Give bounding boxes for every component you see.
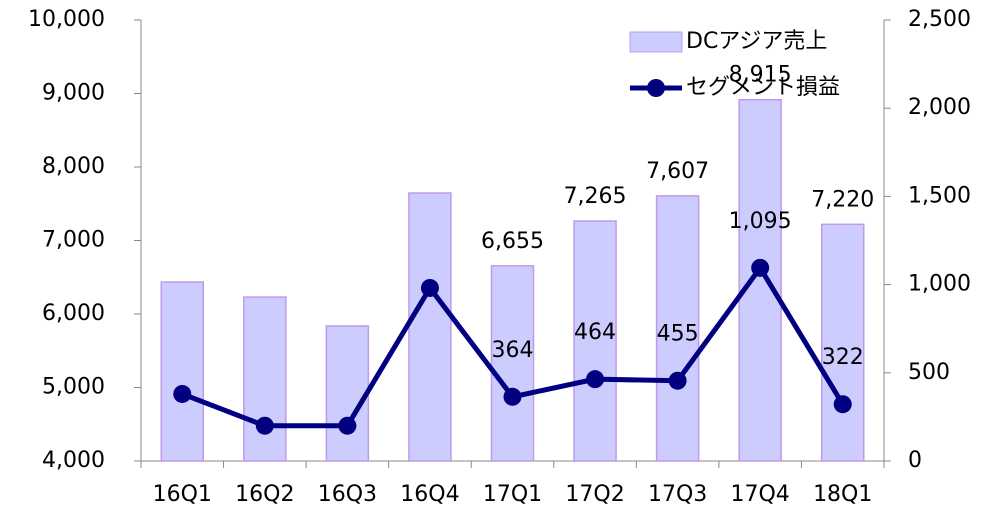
x-tick-label: 16Q4 — [400, 482, 459, 507]
line-marker — [751, 258, 770, 277]
bar — [573, 220, 617, 462]
bar-value-label: 7,607 — [646, 159, 709, 184]
x-tick-label: 17Q2 — [565, 482, 624, 507]
x-tick-label: 16Q3 — [318, 482, 377, 507]
line-value-label: 1,095 — [729, 209, 792, 234]
line-value-label: 322 — [822, 345, 864, 370]
bar-value-label: 8,915 — [729, 63, 792, 88]
y-tick-label: 6,000 — [42, 301, 105, 326]
line-marker — [255, 416, 274, 435]
y2-tick-label: 1,000 — [908, 272, 971, 297]
y2-tick-label: 2,500 — [908, 7, 971, 32]
y2-tick-label: 2,000 — [908, 95, 971, 120]
x-tick-label: 17Q1 — [483, 482, 542, 507]
line-marker — [338, 416, 357, 435]
line-marker — [586, 370, 605, 389]
y-tick-label: 5,000 — [42, 375, 105, 400]
legend-label: セグメント損益 — [686, 75, 840, 100]
line-marker — [503, 387, 522, 406]
x-tick-label: 16Q2 — [235, 482, 294, 507]
bar — [490, 265, 535, 462]
bar — [243, 296, 287, 462]
line-value-label: 464 — [574, 320, 616, 345]
y-tick-label: 7,000 — [42, 228, 105, 253]
y-tick-label: 4,000 — [42, 448, 105, 473]
y2-tick-label: 0 — [908, 448, 922, 473]
line-marker — [668, 371, 687, 390]
line-value-label: 364 — [492, 338, 534, 363]
line-marker — [833, 395, 852, 414]
x-tick-label: 16Q1 — [153, 482, 212, 507]
x-tick-label: 17Q4 — [731, 482, 790, 507]
bar — [655, 195, 700, 462]
legend-marker — [647, 79, 665, 97]
y-tick-label: 10,000 — [28, 7, 105, 32]
line-marker — [420, 278, 439, 297]
bar — [738, 98, 782, 462]
line-marker — [173, 384, 192, 403]
bar-value-label: 7,265 — [564, 184, 627, 209]
x-tick-label: 18Q1 — [813, 482, 872, 507]
bar — [820, 223, 865, 462]
bar — [408, 192, 452, 462]
y2-tick-label: 500 — [908, 360, 950, 385]
x-tick-label: 17Q3 — [648, 482, 707, 507]
y2-tick-label: 1,500 — [908, 183, 971, 208]
bar-value-label: 6,655 — [481, 229, 544, 254]
bar-value-label: 7,220 — [811, 187, 874, 212]
y-tick-label: 8,000 — [42, 154, 105, 179]
line-value-label: 455 — [657, 322, 699, 347]
bar — [325, 325, 370, 462]
legend-label: DCアジア売上 — [686, 29, 827, 54]
y-tick-label: 9,000 — [42, 81, 105, 106]
bar — [160, 281, 205, 462]
legend-swatch — [629, 31, 683, 53]
